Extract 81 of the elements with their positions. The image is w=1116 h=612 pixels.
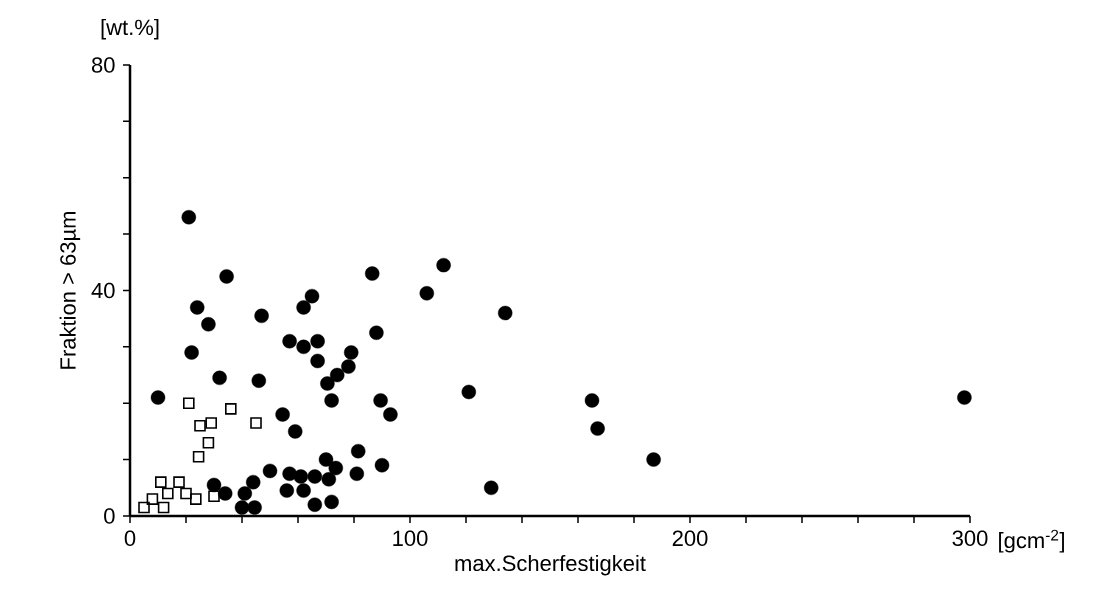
y-tick-label: 40 bbox=[91, 282, 115, 299]
point bbox=[307, 469, 322, 484]
point bbox=[296, 483, 311, 498]
point bbox=[344, 345, 359, 360]
point bbox=[190, 493, 202, 505]
point bbox=[206, 477, 222, 493]
x-tick-label: 0 bbox=[124, 530, 136, 547]
y-axis-title: Fraktion > 63µm bbox=[59, 211, 81, 369]
point bbox=[320, 376, 335, 391]
point bbox=[310, 334, 325, 349]
point bbox=[590, 421, 605, 436]
point bbox=[461, 384, 476, 400]
text: [gcm$^{-2}$] bbox=[999, 529, 1064, 553]
point bbox=[584, 393, 600, 408]
point bbox=[296, 339, 311, 355]
point bbox=[330, 367, 345, 383]
point bbox=[251, 373, 267, 388]
point bbox=[162, 487, 174, 500]
point bbox=[247, 500, 262, 515]
point bbox=[365, 266, 380, 281]
point bbox=[173, 476, 185, 488]
point bbox=[328, 460, 343, 476]
text: [wt.%] bbox=[101, 18, 159, 40]
point bbox=[212, 370, 227, 386]
point bbox=[234, 500, 250, 515]
point bbox=[201, 317, 216, 332]
point bbox=[321, 472, 337, 487]
point bbox=[150, 390, 166, 405]
point bbox=[250, 417, 262, 429]
point bbox=[219, 269, 234, 284]
point bbox=[138, 501, 150, 514]
point bbox=[262, 463, 278, 479]
x-tick-label: 100 bbox=[393, 530, 428, 547]
point bbox=[218, 486, 233, 501]
point bbox=[646, 452, 661, 467]
point bbox=[369, 325, 384, 340]
point bbox=[383, 407, 398, 422]
y-tick-label: 80 bbox=[91, 57, 115, 73]
point bbox=[205, 417, 218, 429]
point bbox=[373, 393, 388, 408]
x-axis-title: max.Scherfestigkeit bbox=[455, 554, 646, 576]
point bbox=[146, 493, 159, 505]
point bbox=[192, 451, 205, 463]
point bbox=[155, 476, 167, 488]
point bbox=[180, 487, 192, 500]
point bbox=[349, 466, 364, 481]
point bbox=[184, 345, 199, 360]
point bbox=[275, 407, 290, 422]
point bbox=[351, 443, 366, 459]
y-tick-label: 0 bbox=[104, 508, 115, 524]
point bbox=[293, 469, 309, 484]
point bbox=[957, 390, 972, 405]
point bbox=[183, 397, 195, 410]
point bbox=[208, 490, 220, 503]
point bbox=[307, 497, 322, 512]
point bbox=[288, 424, 303, 439]
point bbox=[310, 353, 325, 369]
point bbox=[484, 480, 499, 495]
point bbox=[419, 286, 434, 301]
point bbox=[324, 494, 339, 510]
point bbox=[254, 308, 269, 324]
point bbox=[202, 436, 215, 449]
point bbox=[498, 305, 513, 321]
point bbox=[374, 458, 390, 473]
point bbox=[279, 483, 295, 498]
point bbox=[341, 359, 356, 374]
point bbox=[194, 419, 206, 432]
point bbox=[190, 300, 205, 315]
point bbox=[282, 334, 297, 349]
point bbox=[324, 393, 339, 408]
point bbox=[296, 300, 311, 315]
x-tick-label: 300 bbox=[952, 530, 988, 547]
point bbox=[246, 474, 261, 490]
point bbox=[157, 501, 170, 514]
point bbox=[436, 257, 451, 273]
point bbox=[237, 486, 253, 501]
point bbox=[318, 452, 334, 467]
point bbox=[181, 210, 197, 225]
point bbox=[225, 403, 237, 415]
point bbox=[304, 288, 320, 304]
x-tick-label: 200 bbox=[672, 530, 708, 547]
